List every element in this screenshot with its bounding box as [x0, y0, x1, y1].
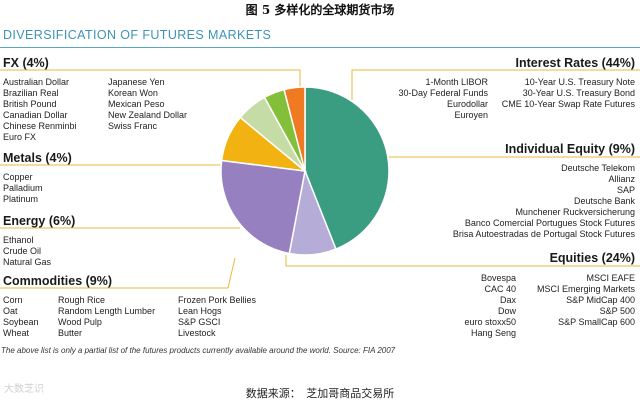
equities-item: Hang Seng	[470, 328, 516, 338]
metals-item: Platinum	[3, 194, 39, 204]
equities-item: S&P SmallCap 600	[558, 317, 635, 327]
commodities-item: Livestock	[178, 328, 216, 338]
individual-equity-item: Banco Comercial Portugues Stock Futures	[464, 218, 635, 228]
category-title-energy: Energy (6%)	[3, 214, 76, 228]
equities-item: Dow	[497, 306, 516, 316]
commodities-item: Corn	[3, 295, 23, 305]
individual-equity-item: Allianz	[608, 174, 635, 184]
individual-equity-item: Brisa Autoestradas de Portugal Stock Fut…	[452, 229, 635, 239]
commodities-item: Wheat	[3, 328, 30, 338]
leader-line	[285, 255, 640, 267]
interest-rates-item: Eurodollar	[446, 99, 488, 109]
category-title-interest-rates: Interest Rates (44%)	[515, 56, 636, 70]
individual-equity-item: Munchener Ruckversicherung	[515, 207, 635, 217]
equities-item: euro stoxx50	[464, 317, 516, 327]
fx-item: Japanese Yen	[108, 77, 165, 87]
energy-item: Ethanol	[3, 235, 34, 245]
metals-item: Palladium	[3, 183, 43, 193]
equities-item: S&P MidCap 400	[566, 295, 635, 305]
pie-slices	[220, 86, 390, 256]
interest-rates-item: 10-Year U.S. Treasury Note	[524, 77, 635, 87]
interest-rates-item: 30-Day Federal Funds	[398, 88, 488, 98]
commodities-item: Rough Rice	[58, 295, 106, 305]
leader-lines	[0, 69, 640, 289]
leader-line	[0, 69, 301, 90]
energy-item: Crude Oil	[3, 246, 42, 256]
commodities-item: Frozen Pork Bellies	[178, 295, 257, 305]
fx-item: Australian Dollar	[3, 77, 70, 87]
fx-item: New Zealand Dollar	[108, 110, 188, 120]
fx-item: British Pound	[3, 99, 57, 109]
interest-rates-item: CME 10-Year Swap Rate Futures	[501, 99, 635, 109]
pie-slice-equities	[220, 159, 306, 255]
pie-slice-interest-rates	[304, 86, 390, 251]
leader-line	[351, 69, 640, 100]
footnote: The above list is only a partial list of…	[1, 346, 396, 355]
equities-item: Bovespa	[480, 273, 516, 283]
commodities-item: Oat	[3, 306, 18, 316]
fx-item: Chinese Renminbi	[3, 121, 77, 131]
fx-item: Euro FX	[3, 132, 37, 142]
title-divider	[0, 47, 640, 48]
equities-item: S&P 500	[599, 306, 635, 316]
watermark: 大数芝识	[4, 384, 44, 395]
category-title-fx: FX (4%)	[3, 56, 49, 70]
energy-item: Natural Gas	[3, 257, 52, 267]
category-title-individual-equity: Individual Equity (9%)	[505, 142, 635, 156]
category-title-metals: Metals (4%)	[3, 151, 72, 165]
pie-slice-fx	[283, 86, 306, 172]
commodities-item: Butter	[58, 328, 83, 338]
interest-rates-item: Euroyen	[454, 110, 488, 120]
commodities-item: Lean Hogs	[178, 306, 222, 316]
commodities-item: Random Length Lumber	[58, 306, 156, 316]
fx-item: Swiss Franc	[108, 121, 158, 131]
fx-item: Korean Won	[108, 88, 158, 98]
interest-rates-item: 30-Year U.S. Treasury Bond	[522, 88, 635, 98]
fx-item: Mexican Peso	[108, 99, 165, 109]
fx-item: Canadian Dollar	[3, 110, 68, 120]
metals-item: Copper	[3, 172, 33, 182]
individual-equity-item: Deutsche Telekom	[561, 163, 635, 173]
commodities-item: S&P GSCI	[178, 317, 221, 327]
commodities-item: Soybean	[3, 317, 39, 327]
source-caption: 数据来源： 芝加哥商品交易所	[245, 387, 395, 400]
commodities-item: Wood Pulp	[58, 317, 102, 327]
figure-caption: 图 5 多样化的全球期货市场	[245, 3, 395, 17]
individual-equity-item: SAP	[616, 185, 635, 195]
equities-item: MSCI EAFE	[586, 273, 635, 283]
interest-rates-item: 1-Month LIBOR	[425, 77, 488, 87]
equities-item: MSCI Emerging Markets	[536, 284, 635, 294]
fx-item: Brazilian Real	[3, 88, 59, 98]
chart-title: DIVERSIFICATION OF FUTURES MARKETS	[3, 28, 272, 42]
category-title-commodities: Commodities (9%)	[3, 274, 113, 288]
category-title-equities: Equities (24%)	[549, 251, 635, 265]
equities-item: CAC 40	[484, 284, 516, 294]
leader-line	[0, 257, 236, 289]
individual-equity-item: Deutsche Bank	[573, 196, 635, 206]
equities-item: Dax	[499, 295, 516, 305]
